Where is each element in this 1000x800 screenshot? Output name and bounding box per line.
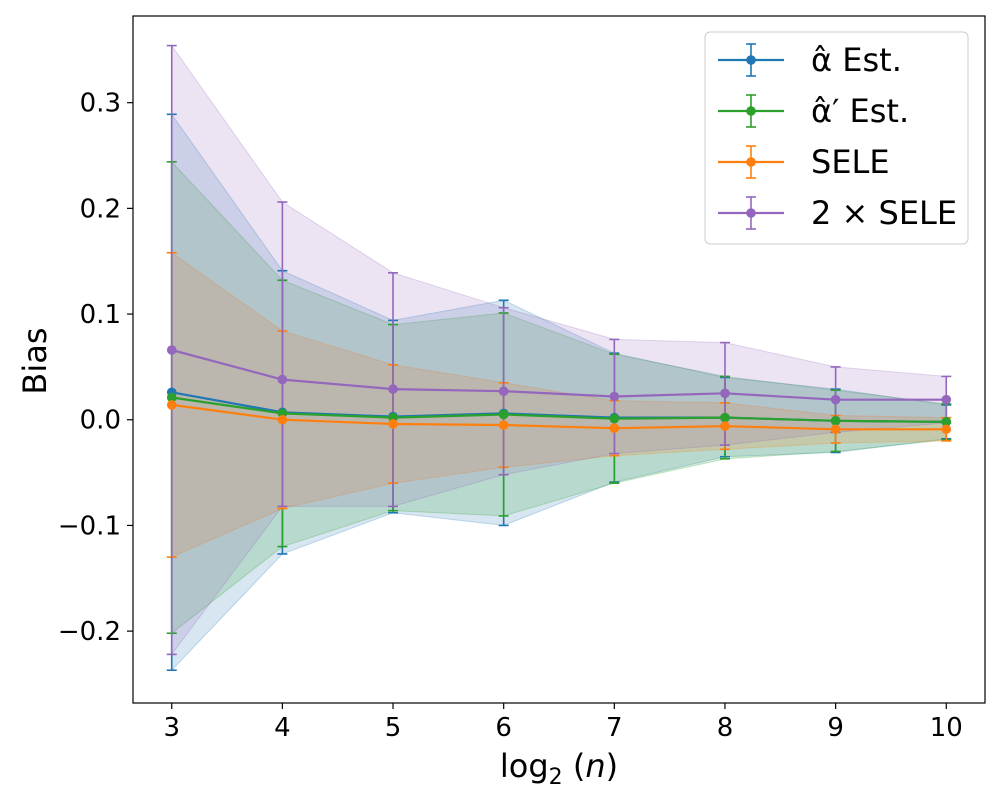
point-sele bbox=[609, 423, 620, 434]
x-tick-label: 10 bbox=[930, 713, 963, 743]
legend: α̂ Est. α̂′ Est. SELE 2 × SELE bbox=[704, 31, 969, 245]
x-tick-label: 9 bbox=[827, 713, 844, 743]
legend-entry: 2 × SELE bbox=[718, 194, 957, 232]
x-tick-label: 7 bbox=[606, 713, 623, 743]
x-axis-label-base: log bbox=[500, 747, 549, 785]
x-axis-label-close: ) bbox=[606, 747, 618, 785]
legend-marker bbox=[746, 157, 756, 167]
x-axis-label-arg: ( bbox=[563, 747, 586, 785]
point-sele bbox=[166, 400, 177, 410]
plot-frame bbox=[132, 15, 986, 704]
point-sele bbox=[498, 420, 509, 430]
y-tick-label: 0.0 bbox=[80, 406, 121, 436]
point-alpha-hat-prime bbox=[830, 416, 841, 426]
x-tick-label: 5 bbox=[385, 713, 402, 743]
line-two-sele bbox=[171, 348, 947, 401]
point-sele bbox=[830, 424, 841, 435]
x-axis-label: log2 (n) bbox=[500, 747, 618, 790]
legend-marker bbox=[746, 106, 756, 116]
point-sele bbox=[720, 421, 730, 431]
point-two-sele bbox=[830, 394, 841, 405]
point-two-sele bbox=[609, 391, 620, 402]
legend-label: α̂′ Est. bbox=[811, 92, 909, 130]
legend-marker bbox=[746, 208, 756, 218]
point-two-sele bbox=[498, 386, 509, 397]
x-axis-label-sub: 2 bbox=[549, 765, 563, 790]
y-tick-label: 0.2 bbox=[80, 194, 121, 224]
point-sele bbox=[277, 414, 288, 425]
point-alpha-hat-prime bbox=[166, 392, 177, 403]
point-two-sele bbox=[166, 345, 177, 355]
point-alpha-hat-prime bbox=[941, 417, 952, 427]
legend-entry: α̂′ Est. bbox=[718, 92, 909, 130]
series-lines bbox=[171, 348, 947, 431]
x-tick-label: 6 bbox=[495, 713, 512, 743]
y-tick-label: 0.1 bbox=[80, 300, 121, 330]
x-axis-label-var: n bbox=[585, 747, 605, 785]
legend-marker bbox=[746, 55, 756, 65]
point-alpha-hat-prime bbox=[720, 412, 730, 423]
legend-label: 2 × SELE bbox=[811, 194, 957, 232]
legend-label: α̂ Est. bbox=[811, 41, 902, 79]
y-tick-label: −0.1 bbox=[58, 511, 121, 541]
point-alpha-hat-prime bbox=[609, 413, 620, 424]
y-axis-ticks: −0.2 −0.1 0.0 0.1 0.2 0.3 bbox=[58, 89, 133, 647]
legend-entry: α̂ Est. bbox=[718, 41, 902, 79]
x-tick-label: 8 bbox=[717, 713, 734, 743]
point-sele bbox=[941, 424, 952, 435]
line-sele bbox=[171, 403, 947, 431]
x-axis-ticks: 3 4 5 6 7 8 9 10 bbox=[163, 703, 963, 743]
point-alpha-hat-prime bbox=[498, 409, 509, 420]
x-tick-label: 3 bbox=[163, 713, 180, 743]
y-axis-label: Bias bbox=[16, 327, 54, 394]
point-two-sele bbox=[388, 384, 398, 394]
y-tick-label: 0.3 bbox=[80, 89, 121, 119]
line-alpha-hat-prime bbox=[171, 396, 947, 423]
y-tick-label: −0.2 bbox=[58, 617, 121, 647]
x-tick-label: 4 bbox=[274, 713, 291, 743]
legend-box bbox=[704, 31, 969, 245]
point-two-sele bbox=[720, 388, 730, 399]
legend-label: SELE bbox=[811, 143, 890, 181]
legend-entry: SELE bbox=[718, 143, 890, 181]
series-points bbox=[166, 345, 952, 435]
point-two-sele bbox=[277, 374, 288, 385]
point-two-sele bbox=[941, 394, 952, 405]
point-sele bbox=[388, 419, 398, 429]
